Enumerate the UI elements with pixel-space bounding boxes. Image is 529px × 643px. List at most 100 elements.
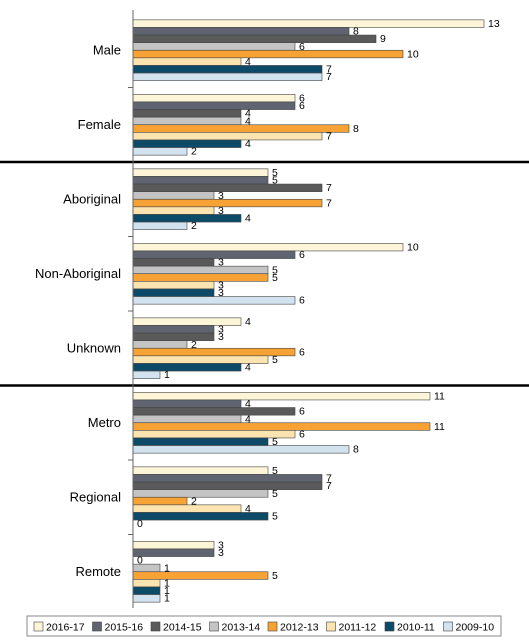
data-label-male-2016-17: 13	[488, 18, 500, 30]
data-label-female-2015-16: 6	[299, 100, 305, 112]
data-label-unknown-2009-10: 1	[164, 369, 170, 381]
data-label-non-aboriginal-2012-13: 5	[272, 272, 278, 284]
bar-regional-2016-17	[132, 466, 269, 475]
category-label-male: Male	[93, 42, 121, 57]
bar-non-aboriginal-2014-15	[132, 258, 215, 267]
data-label-metro-2013-14: 4	[245, 413, 251, 425]
bar-aboriginal-2014-15	[132, 183, 323, 192]
legend-swatch-2015-16	[92, 621, 102, 632]
bar-male-2010-11	[132, 65, 323, 74]
legend-label-2012-13: 2012-13	[280, 622, 319, 634]
data-label-aboriginal-2009-10: 2	[191, 220, 197, 232]
data-label-aboriginal-2013-14: 3	[218, 190, 224, 202]
bar-aboriginal-2015-16	[132, 176, 269, 185]
bar-male-2012-13	[132, 49, 404, 59]
data-label-metro-2011-12: 6	[299, 428, 305, 440]
data-label-unknown-2015-16: 3	[218, 324, 224, 336]
bar-female-2010-11	[132, 139, 242, 148]
data-label-metro-2012-13: 11	[434, 421, 445, 433]
legend-swatch-2009-10	[443, 621, 453, 632]
data-label-aboriginal-2015-16: 5	[272, 175, 278, 187]
data-label-regional-2013-14: 5	[272, 488, 278, 500]
category-label-non-aboriginal: Non-Aboriginal	[35, 266, 121, 281]
data-label-remote-2011-12: 1	[164, 577, 170, 589]
bar-unknown-2012-13	[132, 347, 296, 357]
legend-label-2013-14: 2013-14	[222, 622, 261, 634]
bar-female-2009-10	[132, 147, 188, 156]
data-label-regional-2011-12: 4	[245, 503, 251, 515]
bar-female-2011-12	[132, 132, 323, 141]
bar-female-2015-16	[132, 101, 296, 110]
category-label-metro: Metro	[88, 415, 121, 430]
legend-swatch-2016-17	[33, 621, 44, 632]
data-label-female-2016-17: 6	[299, 92, 305, 104]
legend-label-2014-15: 2014-15	[163, 622, 202, 634]
data-label-male-2011-12: 4	[245, 56, 251, 68]
data-label-metro-2016-17: 11	[434, 390, 445, 402]
bar-remote-2009-10	[132, 594, 161, 603]
bar-unknown-2015-16	[132, 325, 215, 334]
data-label-male-2015-16: 8	[353, 26, 359, 38]
bar-aboriginal-2013-14	[132, 191, 215, 200]
bar-male-2014-15	[132, 34, 377, 43]
data-label-unknown-2011-12: 5	[272, 354, 278, 366]
data-label-non-aboriginal-2015-16: 6	[299, 249, 305, 261]
data-label-metro-2010-11: 5	[272, 436, 278, 448]
legend-swatch-2011-12	[326, 621, 336, 632]
bar-male-2015-16	[132, 27, 350, 36]
bar-regional-2014-15	[132, 481, 323, 490]
data-label-unknown-2013-14: 2	[191, 339, 197, 351]
bar-unknown-2014-15	[132, 332, 215, 341]
bar-regional-2013-14	[132, 489, 269, 498]
data-label-remote-2015-16: 3	[218, 547, 224, 559]
data-label-male-2009-10: 7	[326, 71, 332, 83]
data-label-regional-2014-15: 7	[326, 480, 332, 492]
data-label-non-aboriginal-2010-11: 3	[218, 287, 224, 299]
bar-regional-2015-16	[132, 474, 323, 483]
data-label-non-aboriginal-2016-17: 10	[407, 241, 419, 253]
legend-label-2011-12: 2011-12	[339, 622, 377, 634]
category-label-regional: Regional	[70, 489, 121, 504]
bar-unknown-2009-10	[132, 370, 161, 379]
legend-label-2016-17: 2016-17	[46, 622, 85, 634]
bar-metro-2009-10	[132, 445, 350, 454]
bar-aboriginal-2009-10	[132, 221, 188, 230]
bar-aboriginal-2012-13	[132, 198, 323, 208]
data-label-regional-2016-17: 5	[272, 465, 278, 477]
bar-female-2012-13	[132, 124, 350, 133]
bar-aboriginal-2010-11	[132, 214, 242, 223]
bar-metro-2016-17	[132, 392, 431, 401]
bar-regional-2012-13	[132, 496, 188, 506]
bar-aboriginal-2016-17	[132, 168, 269, 177]
bar-non-aboriginal-2015-16	[132, 250, 296, 259]
bar-non-aboriginal-2012-13	[132, 273, 269, 282]
axis-layer	[0, 10, 529, 608]
data-label-regional-2012-13: 2	[191, 495, 197, 507]
data-label-metro-2015-16: 4	[245, 398, 251, 410]
bar-unknown-2013-14	[132, 340, 188, 349]
bar-female-2013-14	[132, 116, 242, 126]
data-label-female-2010-11: 4	[245, 138, 251, 150]
data-label-non-aboriginal-2013-14: 5	[272, 264, 278, 276]
legend-label-2010-11: 2010-11	[397, 622, 435, 634]
data-label-remote-2014-15: 0	[137, 555, 143, 567]
data-label-unknown-2012-13: 6	[299, 346, 305, 358]
bar-female-2016-17	[132, 94, 296, 103]
legend-swatch-2013-14	[209, 621, 219, 632]
bars-layer	[132, 19, 485, 603]
bar-male-2013-14	[132, 42, 296, 51]
data-label-female-2009-10: 2	[191, 146, 197, 158]
bar-male-2009-10	[132, 72, 323, 81]
bar-non-aboriginal-2010-11	[132, 288, 215, 297]
data-label-male-2010-11: 7	[326, 64, 332, 76]
legend-swatch-2010-11	[384, 621, 395, 632]
bar-non-aboriginal-2009-10	[132, 296, 296, 305]
legend-label-2009-10: 2009-10	[456, 622, 495, 634]
bar-remote-2015-16	[132, 548, 215, 557]
bar-metro-2013-14	[132, 414, 242, 424]
bar-metro-2014-15	[132, 407, 296, 416]
data-label-remote-2009-10: 1	[164, 593, 170, 605]
data-label-remote-2010-11: 1	[164, 585, 170, 597]
bar-unknown-2016-17	[132, 317, 242, 326]
